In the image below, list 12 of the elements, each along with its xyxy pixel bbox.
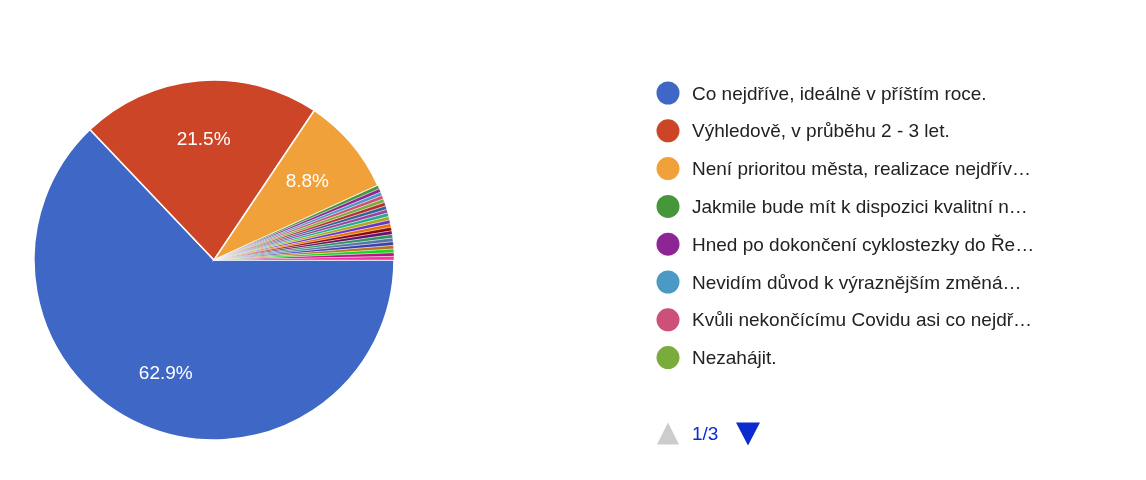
legend-label: Není prioritou města, realizace nejdřív… — [692, 158, 1031, 180]
legend-label: Výhledově, v průběhu 2 - 3 let. — [692, 120, 950, 142]
legend-label: Nezahájit. — [692, 347, 777, 369]
legend-label: Co nejdříve, ideálně v příštím roce. — [692, 82, 987, 104]
data-label: 21.5% — [176, 127, 231, 149]
legend-label: Kvůli nekončícímu Covidu asi co nejdř… — [692, 309, 1033, 331]
legend-label: Jakmile bude mít k dispozici kvalitní n… — [692, 196, 1028, 218]
legend-label: Hned po dokončení cyklostezky do Ře… — [692, 233, 1035, 255]
data-label: 62.9% — [138, 362, 193, 384]
text: 1/3 — [692, 423, 719, 445]
data-label: 8.8% — [285, 170, 330, 192]
legend-label: Nevidím důvod k výraznějším změná… — [692, 271, 1022, 293]
